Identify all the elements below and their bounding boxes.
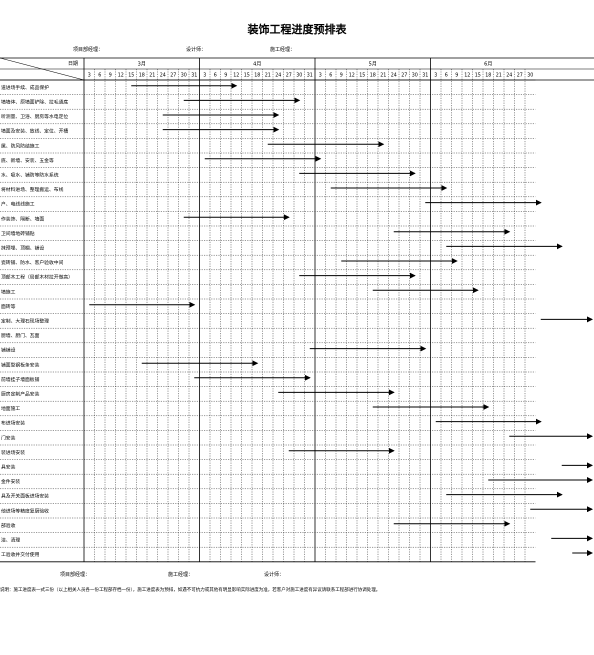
task-label-10: 作装饰、隔断、墙面 <box>1 215 44 222</box>
task-label-5: 属、防风防结施工 <box>1 142 40 149</box>
task-label-19: 铺铺设 <box>1 347 16 354</box>
task-label-13: 瓷砖铺、防水、客户验收中间 <box>1 259 64 266</box>
date-label: 日期 <box>68 61 78 67</box>
day-label: 30 <box>181 73 187 79</box>
day-label: 30 <box>527 73 533 79</box>
designer-label: 设计师： <box>186 47 207 53</box>
task-label-8: 将材料进场、整理搬运、布线 <box>1 186 64 193</box>
task-label-33: 工验收并交付使用 <box>1 551 40 558</box>
day-label: 15 <box>475 73 481 79</box>
task-label-14: 顶部木工程（局部木材拉开做高） <box>1 274 73 281</box>
day-label: 27 <box>286 73 292 79</box>
day-label: 6 <box>445 73 448 79</box>
task-label-28: 金件安装 <box>1 478 20 485</box>
day-label: 21 <box>496 73 502 79</box>
task-label-15: 墙施工 <box>1 288 16 295</box>
day-label: 27 <box>170 73 176 79</box>
construction-manager-label: 施工经理： <box>270 47 296 53</box>
task-label-12: 抹预埋、顶棚、铺设 <box>1 245 44 252</box>
day-label: 21 <box>149 73 155 79</box>
task-label-20: 铺面型钢板条安装 <box>1 361 40 368</box>
task-label-24: 布进场安装 <box>1 420 25 427</box>
day-label: 9 <box>109 73 112 79</box>
day-label: 12 <box>118 73 124 79</box>
page-title: 装饰工程进度预排表 <box>247 23 347 36</box>
task-label-17: 定制、大理石现场整理 <box>1 318 49 325</box>
day-label: 6 <box>98 73 101 79</box>
header-diagonal <box>0 57 85 81</box>
day-label: 18 <box>254 73 260 79</box>
task-label-1: 道进场手续、成品保护 <box>1 84 49 91</box>
day-label: 12 <box>464 73 470 79</box>
schedule-bars <box>89 82 593 556</box>
day-label: 15 <box>244 73 250 79</box>
day-label: 18 <box>370 73 376 79</box>
task-label-2: 墙墙体、原墙面铲除、拉毛通底 <box>1 99 68 106</box>
day-label: 3 <box>203 73 206 79</box>
task-label-32: 洁、清理 <box>1 537 20 544</box>
month-label-4: 6月 <box>484 62 492 68</box>
day-label: 3 <box>319 73 322 79</box>
day-label: 18 <box>485 73 491 79</box>
day-label: 15 <box>359 73 365 79</box>
day-label: 24 <box>275 73 281 79</box>
project-manager-label: 项目部经理： <box>73 47 104 53</box>
month-label-2: 4月 <box>253 62 261 68</box>
task-label-18: 厨墙、厨门、瓦面 <box>1 332 40 339</box>
footer-construction-manager: 施工经理： <box>168 572 194 578</box>
task-label-23: 地面施工 <box>1 405 20 412</box>
day-label: 27 <box>517 73 523 79</box>
day-label: 24 <box>160 73 166 79</box>
task-label-27: 具安装 <box>1 464 16 471</box>
day-label: 30 <box>296 73 302 79</box>
task-label-26: 装进场安装 <box>1 449 25 456</box>
month-label-1: 3月 <box>138 62 146 68</box>
day-label: 3 <box>434 73 437 79</box>
task-label-6: 底、新墙、安装、五金等 <box>1 157 54 164</box>
day-label: 31 <box>307 73 313 79</box>
day-label: 15 <box>128 73 134 79</box>
footer-project-manager: 项目部经理： <box>60 572 91 578</box>
task-label-11: 卫间墙地砖铺贴 <box>1 230 35 237</box>
day-label: 9 <box>340 73 343 79</box>
task-label-21: 前墙挂子墙面板铺 <box>1 376 40 383</box>
day-label: 12 <box>349 73 355 79</box>
schedule-labels: 日期 3月 4月 5月 6月 3 6 9 12 15 18 21 24 27 30 31 3 6 9 12 15 18 21… <box>1 61 533 558</box>
day-label: 21 <box>265 73 271 79</box>
task-label-3: 听测量、卫浴、厨房等水电定位 <box>1 113 68 120</box>
day-label: 30 <box>412 73 418 79</box>
day-label: 9 <box>455 73 458 79</box>
task-label-31: 部验收 <box>1 522 16 529</box>
task-label-7: 水、吸水、铺防等防水系统 <box>1 172 59 179</box>
task-label-22: 厨房定制产品安装 <box>1 391 40 398</box>
schedule-grid <box>0 57 594 563</box>
day-label: 6 <box>329 73 332 79</box>
day-label: 9 <box>224 73 227 79</box>
task-label-25: 门安装 <box>1 434 16 441</box>
day-label: 21 <box>380 73 386 79</box>
day-label: 24 <box>391 73 397 79</box>
day-label: 3 <box>88 73 91 79</box>
task-label-29: 具及开关面板进场安装 <box>1 493 49 500</box>
day-label: 12 <box>233 73 239 79</box>
day-label: 24 <box>506 73 512 79</box>
month-label-3: 5月 <box>369 62 377 68</box>
task-label-16: 面砖等 <box>1 303 16 310</box>
task-label-30: 他进场等精度复厨验收 <box>1 507 49 514</box>
day-label: 6 <box>214 73 217 79</box>
task-label-9: 户、电线线施工 <box>1 201 35 208</box>
day-label: 18 <box>139 73 145 79</box>
day-label: 27 <box>401 73 407 79</box>
day-label: 31 <box>191 73 197 79</box>
task-label-4: 墙面及安装、放线、定位、开槽 <box>1 128 68 135</box>
footer-designer: 设计师： <box>264 572 285 578</box>
day-label: 31 <box>422 73 428 79</box>
note-text: 说明：施工进度表一式三份（以上相关人员各一份工程部存档一份），施工进度表为预排，… <box>0 588 381 593</box>
